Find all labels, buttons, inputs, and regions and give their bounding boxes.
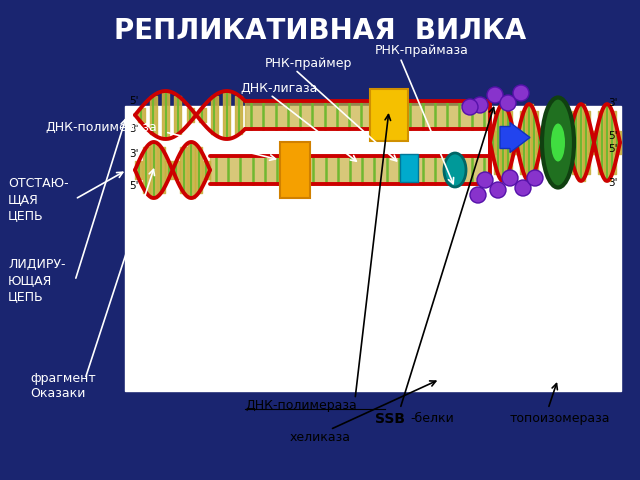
Ellipse shape [542,97,574,188]
Text: 5': 5' [129,181,138,191]
Circle shape [472,97,488,113]
Text: 3': 3' [609,178,618,188]
Text: -белки: -белки [410,412,454,425]
Text: ДНК-полимераза: ДНК-полимераза [45,120,157,134]
Text: ЛИДИРУ-
ЮЩАЯ
ЦЕПЬ: ЛИДИРУ- ЮЩАЯ ЦЕПЬ [8,258,65,303]
Text: 5': 5' [609,131,618,141]
Circle shape [470,187,486,203]
Circle shape [487,87,503,103]
Circle shape [515,180,531,196]
Text: 5': 5' [609,144,618,154]
Text: ДНК-полимераза: ДНК-полимераза [245,399,356,412]
Text: SSB: SSB [375,411,405,426]
FancyArrow shape [500,122,530,153]
Bar [400,154,418,182]
Text: хеликаза: хеликаза [290,431,351,444]
Ellipse shape [444,153,466,187]
Circle shape [490,182,506,198]
Circle shape [513,85,529,101]
Circle shape [500,95,516,111]
Text: 3': 3' [129,149,138,159]
Text: 3': 3' [129,124,138,134]
Circle shape [502,170,518,186]
Text: ДНК-лигаза: ДНК-лигаза [240,82,317,96]
Text: 5': 5' [129,96,138,106]
Text: РНК-праймаза: РНК-праймаза [375,44,469,57]
Ellipse shape [551,123,565,161]
Circle shape [527,170,543,186]
Circle shape [462,99,478,115]
Text: РНК-праймер: РНК-праймер [265,57,353,70]
Text: 3': 3' [609,97,618,108]
Bar [370,89,408,141]
Text: топоизомераза: топоизомераза [510,412,611,425]
Bar [125,106,621,391]
Bar [280,142,310,198]
Text: РЕПЛИКАТИВНАЯ  ВИЛКА: РЕПЛИКАТИВНАЯ ВИЛКА [114,17,526,45]
Circle shape [477,172,493,188]
Text: ОТСТАЮ-
ЩАЯ
ЦЕПЬ: ОТСТАЮ- ЩАЯ ЦЕПЬ [8,177,68,222]
Text: фрагмент
Оказаки: фрагмент Оказаки [30,372,96,400]
